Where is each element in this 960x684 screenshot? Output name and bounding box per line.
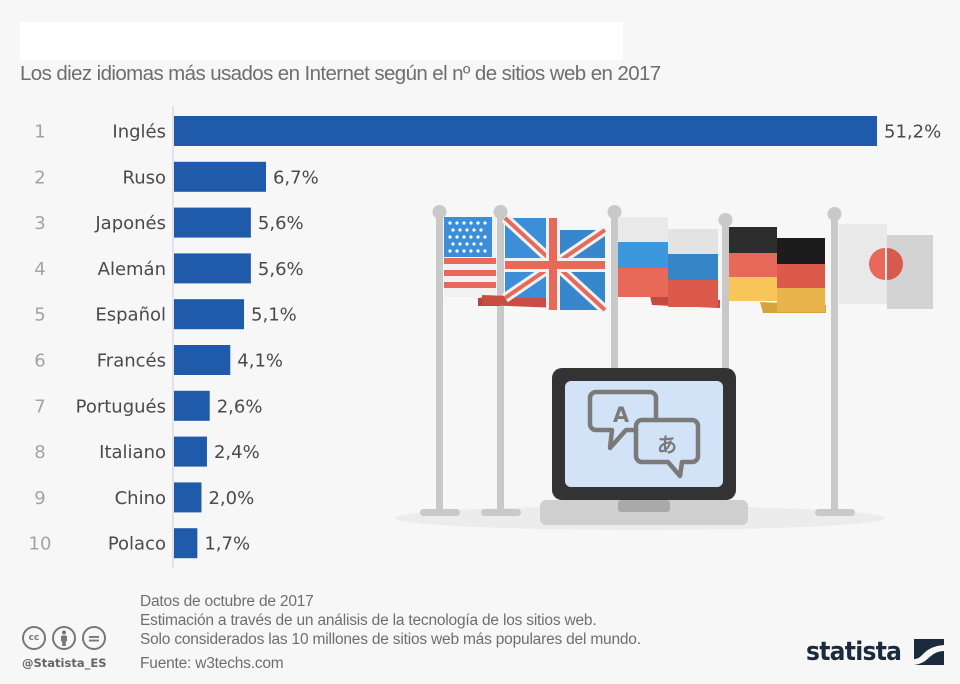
- brand-name: statista: [806, 637, 902, 667]
- footer-note-date: Datos de octubre de 2017: [140, 593, 314, 610]
- bar: [174, 207, 251, 238]
- no-derivatives-icon: =: [82, 626, 106, 650]
- statista-logo[interactable]: statista: [806, 637, 944, 667]
- value-label: 4,1%: [237, 351, 283, 372]
- statista-logo-icon: [913, 639, 944, 665]
- bar: [174, 253, 251, 284]
- value-label: 5,1%: [251, 305, 297, 326]
- footer-note-method: Estimación a través de un análisis de la…: [140, 612, 597, 629]
- bar: [174, 436, 207, 467]
- bar: [174, 299, 245, 330]
- uk-flag: [482, 214, 609, 314]
- bar: [174, 482, 202, 513]
- rank-label: 8: [34, 442, 45, 463]
- bar: [174, 528, 198, 559]
- attribution-icon: [52, 626, 76, 650]
- category-label: Francés: [97, 351, 166, 372]
- bar: [174, 390, 210, 421]
- footer-note-scope: Solo considerados las 10 millones de sit…: [140, 631, 641, 648]
- category-label: Español: [95, 305, 166, 326]
- rank-label: 1: [34, 122, 45, 143]
- creative-commons-icon: cc: [22, 626, 46, 650]
- footer-source: Fuente: w3techs.com: [140, 655, 284, 672]
- value-label: 2,4%: [214, 442, 260, 463]
- twitter-handle[interactable]: @Statista_ES: [22, 656, 107, 670]
- rank-label: 6: [34, 351, 45, 372]
- laptop-icon: A あ: [540, 368, 748, 525]
- category-label: Japonés: [94, 213, 166, 234]
- value-label: 5,6%: [258, 259, 304, 280]
- latin-glyph: A: [613, 403, 630, 427]
- license-icons: cc =: [22, 626, 106, 650]
- flag-poles: [420, 205, 855, 516]
- value-label: 1,7%: [204, 534, 250, 555]
- germany-flag: [729, 227, 826, 313]
- category-label: Inglés: [112, 122, 166, 143]
- category-label: Polaco: [108, 534, 166, 555]
- value-label: 2,0%: [208, 488, 254, 509]
- rank-label: 2: [34, 167, 45, 188]
- value-label: 2,6%: [217, 396, 263, 417]
- category-label: Alemán: [98, 259, 166, 280]
- category-label: Chino: [115, 488, 166, 509]
- russia-flag: [618, 217, 720, 308]
- rank-label: 4: [34, 259, 45, 280]
- category-label: Portugués: [76, 396, 166, 417]
- rank-label: 9: [34, 488, 45, 509]
- footer-notes: Datos de octubre de 2017 Estimación a tr…: [140, 592, 641, 673]
- bar: [174, 116, 877, 146]
- bar: [174, 161, 266, 192]
- japanese-glyph: あ: [657, 433, 677, 457]
- rank-label: 3: [34, 213, 45, 234]
- blank-header-box: [20, 22, 623, 60]
- category-label: Ruso: [123, 167, 167, 188]
- bars-layer: 1 Inglés 51,2% 2 Ruso 6,7% 3 Japonés 5,6% 4 Alemán…: [29, 116, 941, 559]
- rank-label: 10: [29, 534, 52, 555]
- translate-icon: [587, 389, 701, 479]
- bar: [174, 345, 231, 375]
- japan-flag: [839, 224, 933, 309]
- value-label: 5,6%: [258, 213, 304, 234]
- value-label: 6,7%: [273, 167, 319, 188]
- rank-label: 7: [34, 396, 45, 417]
- category-label: Italiano: [99, 442, 166, 463]
- value-label: 51,2%: [884, 122, 941, 143]
- chart-title: Los diez idiomas más usados en Internet …: [20, 62, 661, 85]
- rank-label: 5: [34, 305, 45, 326]
- usa-flag: [444, 217, 500, 306]
